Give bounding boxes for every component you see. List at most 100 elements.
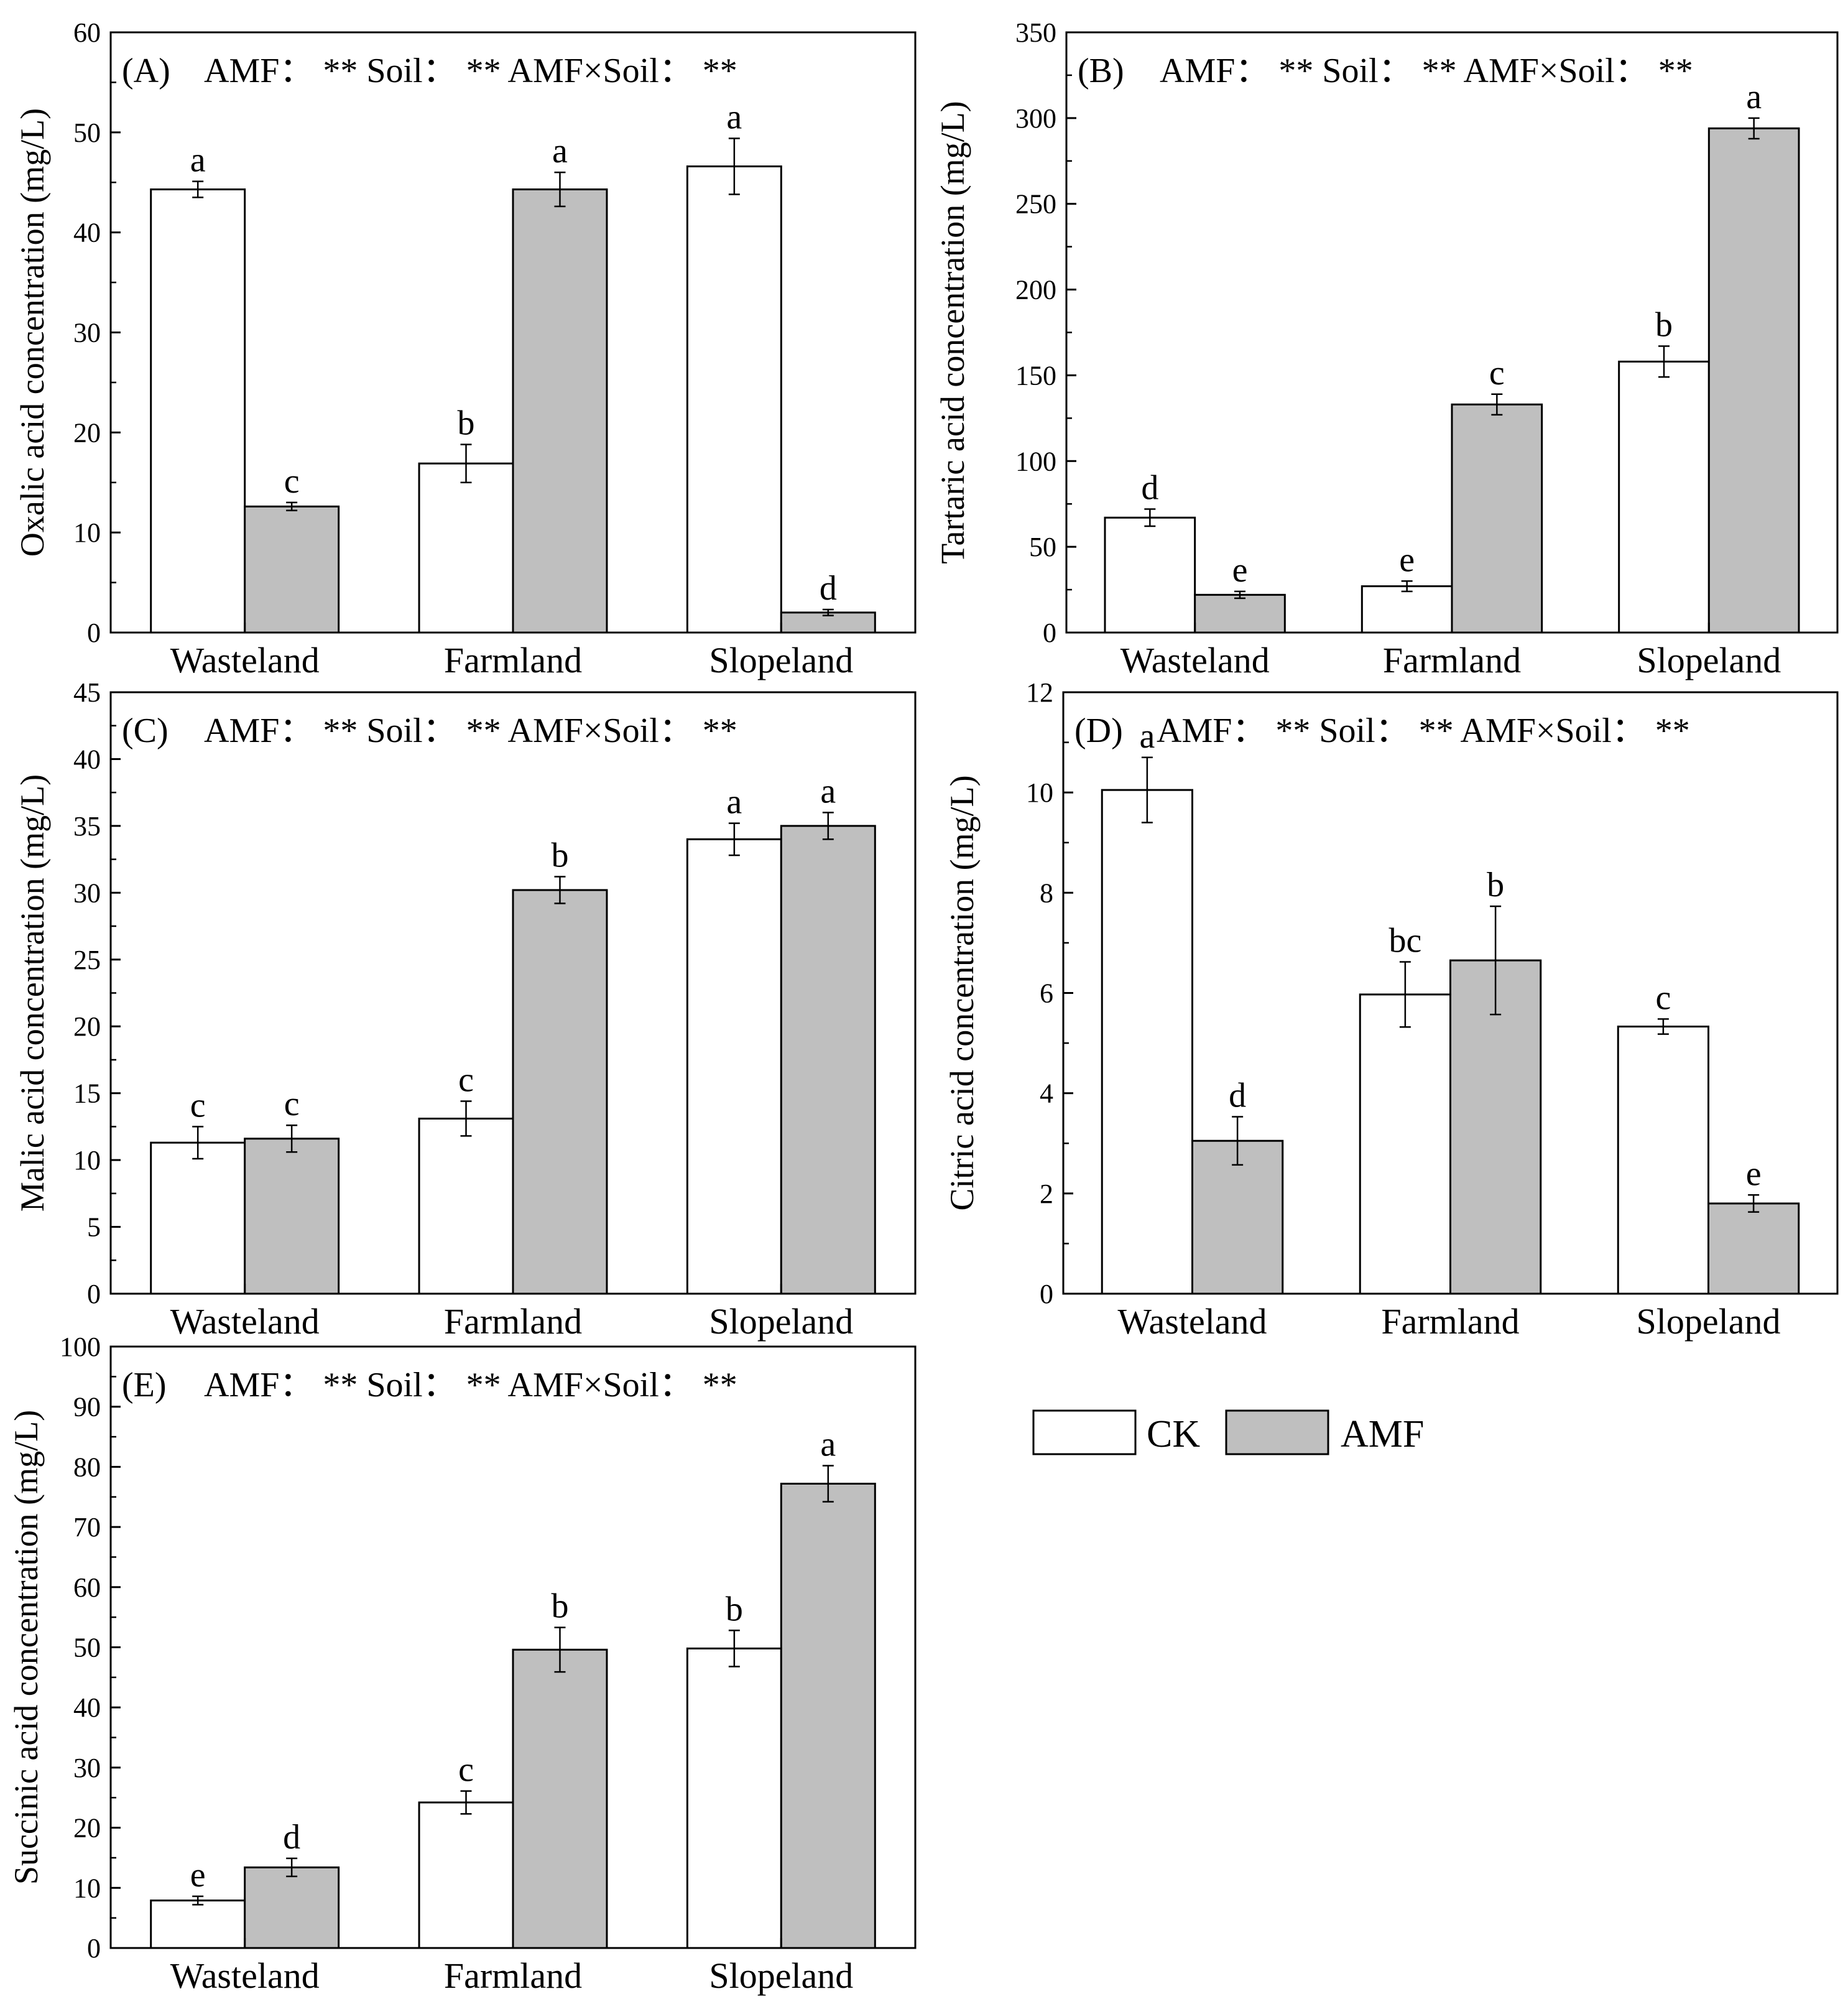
significance-annotation: AMF： ** Soil： ** AMF×Soil： **	[1157, 712, 1690, 750]
bar-ck-wasteland	[150, 1899, 246, 1949]
y-tick-label: 10	[1026, 777, 1053, 808]
plot-frame	[109, 1345, 917, 1949]
bar-amf-slopeland	[1707, 127, 1800, 634]
y-tick-label: 60	[73, 17, 101, 48]
bar-amf-farmland	[1449, 959, 1542, 1295]
bar-amf-farmland	[1451, 403, 1543, 634]
bar-amf-slopeland	[780, 825, 876, 1295]
y-tick-label: 30	[73, 318, 101, 348]
significance-letter: c	[1655, 978, 1671, 1017]
bar-amf-farmland	[512, 889, 608, 1295]
bar-ck-farmland	[418, 1117, 514, 1295]
y-tick-label: 0	[1040, 1279, 1053, 1309]
significance-letter: c	[190, 1086, 206, 1125]
bar-ck-slopeland	[686, 165, 782, 634]
y-tick-label: 6	[1040, 978, 1053, 1009]
x-tick-label: Farmland	[444, 1301, 582, 1342]
y-tick-label: 50	[73, 118, 101, 148]
y-tick-label: 100	[1015, 446, 1056, 476]
plot-frame	[109, 31, 917, 634]
significance-letter: b	[1487, 866, 1504, 904]
legend-label-ck: CK	[1147, 1413, 1200, 1455]
significance-letter: e	[1746, 1154, 1762, 1193]
y-tick-label: 25	[73, 945, 101, 975]
y-axis-title: Succinic acid concentration (mg/L)	[7, 1410, 45, 1885]
x-tick-label: Slopeland	[709, 1301, 853, 1342]
significance-letter: a	[726, 783, 742, 822]
significance-letter: a	[820, 1425, 836, 1463]
y-tick-label: 150	[1015, 360, 1056, 391]
significance-letter: a	[190, 141, 206, 180]
y-tick-label: 45	[73, 677, 101, 708]
legend-swatch-ck	[1032, 1409, 1137, 1455]
y-tick-label: 15	[73, 1078, 101, 1109]
y-tick-label: 60	[73, 1572, 101, 1603]
y-tick-label: 0	[87, 618, 101, 648]
y-tick-label: 90	[73, 1392, 101, 1422]
y-tick-label: 2	[1040, 1179, 1053, 1209]
legend-swatch-amf	[1225, 1409, 1329, 1455]
bar-ck-wasteland	[150, 1141, 246, 1295]
panel-a-oxalic: a c Wasteland b a Farmland a d Slopeland 0 10 20 30 4…	[14, 17, 917, 680]
significance-letter: a	[1139, 717, 1155, 756]
x-tick-label: Slopeland	[709, 1955, 853, 1996]
y-tick-label: 30	[73, 1753, 101, 1783]
y-axis-title: Citric acid concentration (mg/L)	[943, 775, 981, 1210]
bar-amf-wasteland	[244, 1138, 340, 1295]
bar-amf-wasteland	[244, 505, 340, 634]
x-tick-label: Wasteland	[170, 1301, 320, 1342]
significance-annotation: AMF： ** Soil： ** AMF×Soil： **	[1160, 52, 1693, 90]
significance-letter: b	[1655, 306, 1673, 345]
x-tick-label: Farmland	[1383, 640, 1521, 680]
y-tick-label: 350	[1015, 17, 1056, 48]
y-tick-label: 0	[87, 1279, 101, 1309]
legend: CK AMF	[1032, 1409, 1424, 1455]
y-tick-label: 100	[60, 1332, 101, 1362]
bar-amf-farmland	[512, 1648, 608, 1949]
y-tick-label: 40	[73, 218, 101, 248]
x-tick-label: Farmland	[1381, 1301, 1519, 1342]
bar-amf-slopeland	[1707, 1202, 1800, 1295]
y-tick-label: 35	[73, 811, 101, 842]
panel-d-citric: a d Wasteland bc b Farmland c e Slopeland 0 2 4 6 8 10…	[943, 677, 1839, 1342]
bar-ck-slopeland	[1617, 1025, 1709, 1295]
x-tick-label: Wasteland	[1117, 1301, 1267, 1342]
plot-frame	[109, 691, 917, 1295]
significance-letter: e	[190, 1856, 206, 1895]
significance-letter: a	[1746, 78, 1762, 116]
panel-label: (B)	[1078, 52, 1124, 90]
x-tick-label: Farmland	[444, 640, 582, 680]
y-axis-title: Tartaric acid concentration (mg/L)	[934, 101, 971, 564]
significance-annotation: AMF： ** Soil： ** AMF×Soil： **	[204, 1366, 737, 1404]
y-tick-label: 50	[1029, 532, 1056, 562]
significance-letter: bc	[1388, 922, 1421, 960]
y-tick-label: 0	[1043, 618, 1056, 648]
x-tick-label: Wasteland	[1120, 640, 1270, 680]
plot-frame	[1062, 691, 1839, 1295]
significance-letter: e	[1399, 540, 1415, 579]
panel-label: (D)	[1074, 712, 1123, 750]
y-tick-label: 20	[73, 1011, 101, 1042]
bar-ck-slopeland	[1618, 360, 1710, 634]
y-tick-label: 4	[1040, 1078, 1053, 1109]
significance-letter: b	[726, 1590, 743, 1628]
panel-e-succinic: e d Wasteland c b Farmland b a Slopeland 0 10 20 30 4…	[7, 1332, 917, 1996]
y-tick-label: 12	[1026, 677, 1053, 708]
significance-letter: d	[283, 1818, 300, 1857]
significance-annotation: AMF： ** Soil： ** AMF×Soil： **	[204, 52, 737, 90]
bar-ck-farmland	[418, 462, 514, 634]
x-tick-label: Slopeland	[709, 640, 853, 680]
y-tick-label: 40	[73, 1692, 101, 1723]
significance-letter: d	[1229, 1077, 1246, 1115]
significance-letter: e	[1232, 551, 1248, 590]
significance-letter: a	[726, 98, 742, 136]
bar-amf-wasteland	[1191, 1139, 1284, 1295]
x-tick-label: Slopeland	[1637, 640, 1781, 680]
y-tick-label: 10	[73, 517, 101, 548]
bar-ck-wasteland	[1101, 789, 1193, 1295]
bar-ck-wasteland	[150, 188, 246, 634]
bar-ck-farmland	[418, 1801, 514, 1949]
y-axis-title: Malic acid concentration (mg/L)	[14, 774, 51, 1212]
y-tick-label: 10	[73, 1145, 101, 1176]
